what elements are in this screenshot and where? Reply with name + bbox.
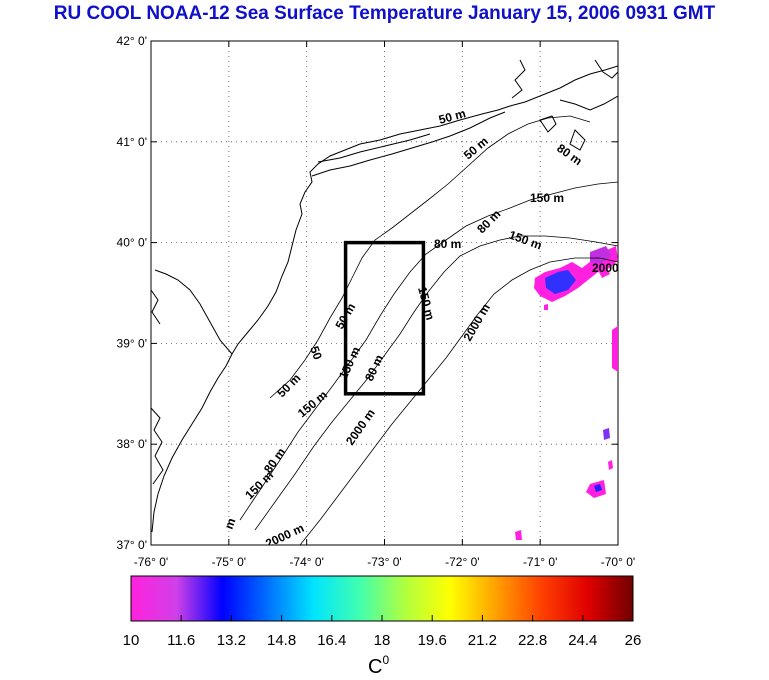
lon-label: -72° 0' — [445, 555, 479, 569]
colorbar-unit: C0 — [368, 653, 389, 678]
colorbar-tick-label: 26 — [625, 632, 642, 649]
graticule — [150, 40, 619, 546]
lon-label: -76° 0' — [134, 555, 168, 569]
coastline — [151, 59, 618, 533]
lon-label: -73° 0' — [367, 555, 401, 569]
latitude-labels: 42° 0' 41° 0' 40° 0' 39° 0' 38° 0' 37° 0' — [117, 34, 147, 552]
colorbar-tick-label: 24.4 — [568, 632, 597, 649]
contour-label: m — [222, 516, 239, 531]
bathymetry-contours — [239, 115, 618, 545]
colorbar-tick-label: 22.8 — [518, 632, 547, 649]
lat-label: 37° 0' — [117, 538, 147, 552]
colorbar-unit-base: C — [368, 656, 382, 678]
colorbar-tick-label: 13.2 — [217, 632, 246, 649]
contour-label: 50 m — [437, 106, 467, 127]
lon-label: -74° 0' — [289, 555, 323, 569]
colorbar-tick-label: 10 — [123, 632, 140, 649]
colorbar-unit-sup: 0 — [382, 653, 389, 667]
lon-label: -75° 0' — [212, 555, 246, 569]
lat-label: 38° 0' — [117, 437, 147, 451]
lat-label: 42° 0' — [117, 34, 147, 48]
lat-label: 40° 0' — [117, 236, 147, 250]
colorbar-tick-label: 14.8 — [267, 632, 296, 649]
map-title: RU COOL NOAA-12 Sea Surface Temperature … — [53, 3, 716, 24]
study-area-box — [343, 240, 426, 396]
colorbar-tick-label: 21.2 — [468, 632, 497, 649]
lon-label: -70° 0' — [601, 555, 635, 569]
colorbar-ticks: 10 11.6 13.2 14.8 16.4 18 19.6 21.2 22.8 24.4 26 — [123, 615, 642, 649]
contour-label: 150 m — [530, 191, 564, 205]
lat-label: 39° 0' — [117, 336, 147, 350]
colorbar-tick-label: 19.6 — [418, 632, 447, 649]
lat-label: 41° 0' — [117, 135, 147, 149]
contour-label: 50 — [307, 344, 325, 362]
longitude-labels: -76° 0' -75° 0' -74° 0' -73° 0' -72° 0' -71° … — [134, 555, 635, 569]
contour-label: 80 m — [434, 237, 461, 251]
colorbar-tick-label: 18 — [374, 632, 391, 649]
colorbar-gradient — [130, 575, 634, 622]
contour-label: 2000 — [592, 261, 619, 275]
lon-label: -71° 0' — [523, 555, 557, 569]
colorbar-tick-label: 16.4 — [317, 632, 346, 649]
colorbar: 10 11.6 13.2 14.8 16.4 18 19.6 21.2 22.8 24.4 26 C… — [123, 575, 642, 678]
colorbar-tick-label: 11.6 — [167, 632, 195, 649]
